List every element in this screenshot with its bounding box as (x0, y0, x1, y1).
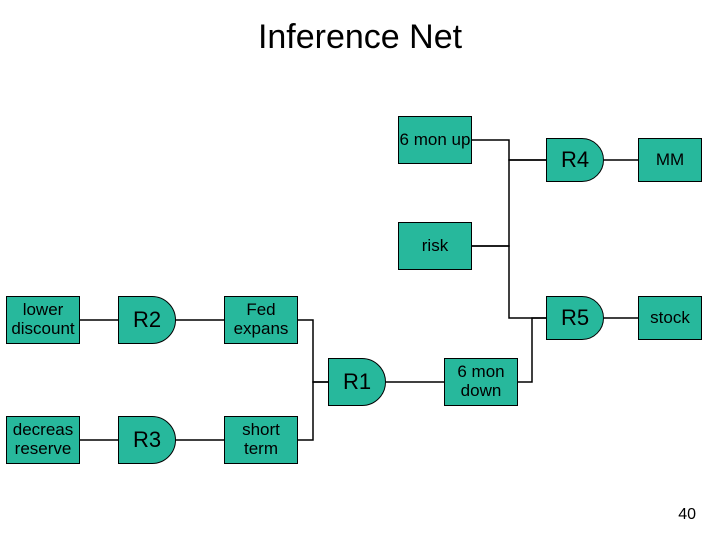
edge-six_mon_down-to-r5 (518, 318, 546, 382)
slide-number: 40 (678, 506, 696, 524)
gate-r3: R3 (118, 416, 176, 464)
edge-risk-to-r5 (472, 246, 546, 318)
node-six-mon-up: 6 mon up (398, 116, 472, 164)
node-stock: stock (638, 296, 702, 340)
page-title: Inference Net (0, 18, 720, 57)
node-fed-expans: Fed expans (224, 296, 298, 344)
node-risk: risk (398, 222, 472, 270)
edge-risk-to-r4 (472, 160, 546, 246)
edge-fed_expans-to-r1 (298, 320, 328, 382)
gate-r5: R5 (546, 296, 604, 340)
edge-short_term-to-r1 (298, 382, 328, 440)
node-short-term: short term (224, 416, 298, 464)
wires-layer (0, 0, 720, 540)
node-six-mon-down: 6 mon down (444, 358, 518, 406)
node-decreas-reserve: decreas reserve (6, 416, 80, 464)
node-lower-discount: lower discount (6, 296, 80, 344)
gate-r4: R4 (546, 138, 604, 182)
gate-r1: R1 (328, 358, 386, 406)
node-mm: MM (638, 138, 702, 182)
edge-six_mon_up-to-r4 (472, 140, 546, 160)
gate-r2: R2 (118, 296, 176, 344)
